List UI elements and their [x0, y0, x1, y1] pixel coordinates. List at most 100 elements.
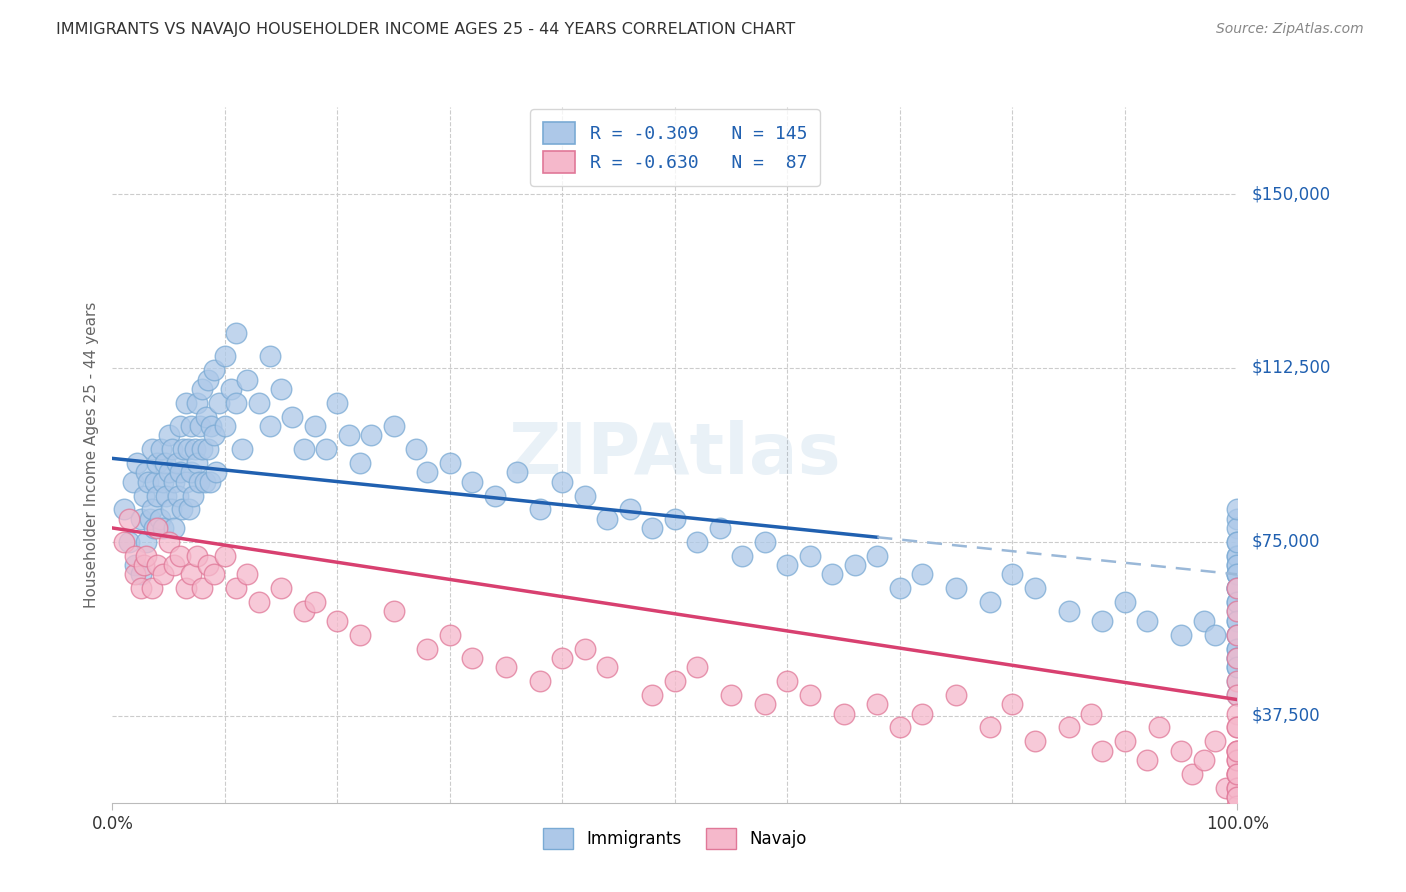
Point — [1226, 651, 1249, 665]
Point — [1024, 582, 1046, 596]
Point — [1226, 558, 1249, 573]
Text: $37,500: $37,500 — [1251, 706, 1320, 725]
Point — [1057, 605, 1080, 619]
Point — [270, 582, 292, 596]
Point — [129, 511, 152, 525]
Point — [202, 428, 225, 442]
Point — [124, 558, 146, 573]
Point — [1024, 734, 1046, 748]
Point — [146, 521, 169, 535]
Point — [141, 502, 163, 516]
Point — [214, 418, 236, 433]
Point — [1226, 567, 1249, 582]
Point — [1226, 780, 1249, 795]
Point — [1192, 614, 1215, 628]
Point — [382, 605, 405, 619]
Point — [461, 475, 484, 489]
Point — [1080, 706, 1102, 721]
Point — [304, 418, 326, 433]
Point — [1226, 534, 1249, 549]
Point — [911, 706, 934, 721]
Point — [709, 521, 731, 535]
Point — [174, 475, 197, 489]
Point — [177, 442, 200, 456]
Point — [270, 382, 292, 396]
Point — [1226, 582, 1249, 596]
Point — [439, 456, 461, 470]
Point — [1226, 628, 1249, 642]
Point — [889, 721, 911, 735]
Point — [205, 466, 228, 480]
Point — [118, 511, 141, 525]
Point — [1226, 628, 1249, 642]
Point — [1226, 721, 1249, 735]
Point — [141, 442, 163, 456]
Point — [236, 373, 259, 387]
Point — [186, 456, 208, 470]
Text: $112,500: $112,500 — [1251, 359, 1330, 377]
Point — [219, 382, 242, 396]
Point — [160, 502, 183, 516]
Point — [1226, 651, 1249, 665]
Point — [292, 605, 315, 619]
Point — [1114, 734, 1136, 748]
Point — [1226, 567, 1249, 582]
Text: ZIPAtlas: ZIPAtlas — [509, 420, 841, 490]
Point — [191, 442, 214, 456]
Point — [889, 582, 911, 596]
Point — [1226, 567, 1249, 582]
Point — [1091, 744, 1114, 758]
Point — [174, 395, 197, 409]
Point — [529, 502, 551, 516]
Point — [157, 534, 180, 549]
Point — [186, 395, 208, 409]
Point — [529, 674, 551, 689]
Point — [1226, 558, 1249, 573]
Point — [118, 534, 141, 549]
Point — [143, 475, 166, 489]
Point — [1001, 567, 1024, 582]
Point — [1226, 534, 1249, 549]
Point — [821, 567, 844, 582]
Point — [911, 567, 934, 582]
Point — [461, 651, 484, 665]
Point — [112, 534, 135, 549]
Point — [1215, 780, 1237, 795]
Point — [1181, 767, 1204, 781]
Point — [188, 418, 211, 433]
Point — [619, 502, 641, 516]
Point — [132, 489, 155, 503]
Point — [596, 511, 619, 525]
Point — [979, 595, 1001, 609]
Point — [1226, 582, 1249, 596]
Point — [416, 641, 439, 656]
Point — [129, 567, 152, 582]
Point — [304, 595, 326, 609]
Point — [1226, 706, 1249, 721]
Point — [180, 418, 202, 433]
Point — [799, 549, 821, 563]
Point — [1226, 753, 1249, 767]
Point — [832, 706, 855, 721]
Point — [979, 721, 1001, 735]
Point — [135, 466, 157, 480]
Point — [1226, 790, 1249, 805]
Point — [160, 442, 183, 456]
Point — [326, 395, 349, 409]
Point — [439, 628, 461, 642]
Point — [1226, 744, 1249, 758]
Point — [236, 567, 259, 582]
Point — [1001, 698, 1024, 712]
Point — [197, 442, 219, 456]
Point — [506, 466, 529, 480]
Point — [1226, 641, 1249, 656]
Point — [1136, 614, 1159, 628]
Point — [1226, 780, 1249, 795]
Point — [866, 698, 889, 712]
Text: IMMIGRANTS VS NAVAJO HOUSEHOLDER INCOME AGES 25 - 44 YEARS CORRELATION CHART: IMMIGRANTS VS NAVAJO HOUSEHOLDER INCOME … — [56, 22, 796, 37]
Point — [1170, 744, 1192, 758]
Point — [231, 442, 253, 456]
Point — [138, 475, 160, 489]
Point — [754, 698, 776, 712]
Point — [157, 428, 180, 442]
